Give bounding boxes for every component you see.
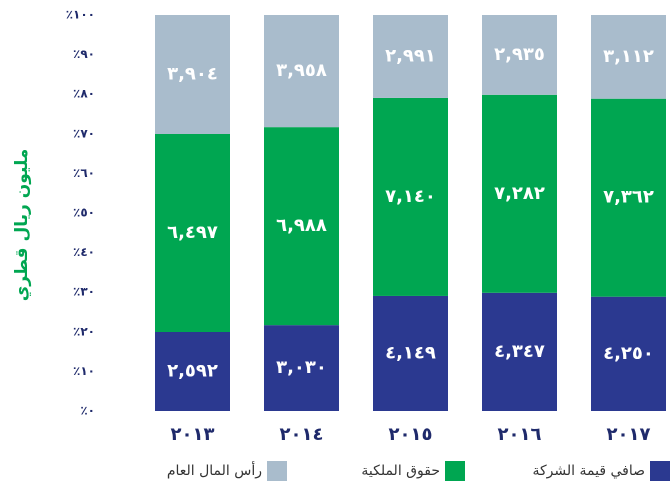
y-tick-label: ٪٠: [80, 404, 95, 418]
data-label: ٦,٩٨٨: [276, 215, 327, 236]
y-tick-label: ٪٥٠: [73, 206, 95, 220]
bar-segment: [155, 133, 230, 333]
x-tick-label: ٢٠١٧: [607, 424, 651, 445]
legend-swatch: [650, 461, 670, 481]
y-tick-label: ٪٦٠: [73, 166, 95, 180]
y-tick-label: ٪١٠٠: [66, 8, 95, 22]
data-label: ٢,٥٩٢: [167, 361, 218, 382]
data-label: ٣,٩٥٨: [276, 60, 327, 81]
data-label: ٣,٩٠٤: [167, 63, 218, 84]
bar-segment: [373, 295, 448, 411]
data-label: ٢,٩٩١: [385, 45, 436, 66]
data-label: ٤,٣٤٧: [494, 341, 545, 362]
y-tick-label: ٪٨٠: [73, 87, 95, 101]
data-label: ٤,٢٥٠: [603, 343, 654, 364]
data-label: ٣,٠٣٠: [276, 357, 327, 378]
x-tick-label: ٢٠١٤: [280, 424, 324, 445]
bar-segment: [482, 94, 557, 293]
x-tick-label: ٢٠١٦: [498, 424, 542, 445]
bar-segment: [373, 97, 448, 296]
bar-segment: [591, 15, 666, 99]
data-label: ٤,١٤٩: [385, 342, 436, 363]
y-tick-label: ٪٧٠: [73, 126, 95, 140]
data-label: ٦,٤٩٧: [167, 222, 218, 243]
bar-segment: [155, 332, 230, 411]
legend-label: رأس المال العام: [167, 461, 262, 479]
bar-segment: [482, 292, 557, 411]
y-axis-label: مليون ريال قطري: [12, 149, 32, 302]
y-tick-label: ٪٢٠: [73, 324, 95, 338]
bar-segment: [155, 15, 230, 134]
bar-segment: [591, 98, 666, 297]
data-label: ٧,١٤٠: [385, 186, 436, 207]
y-tick-label: ٪٤٠: [73, 245, 95, 259]
bar-segment: [591, 296, 666, 411]
bar-segment: [264, 325, 339, 411]
data-label: ٣,١١٢: [603, 46, 654, 67]
data-label: ٧,٣٦٢: [603, 187, 654, 208]
y-tick-label: ٪٩٠: [73, 47, 95, 61]
x-tick-label: ٢٠١٥: [389, 424, 433, 445]
bar-segment: [264, 15, 339, 128]
bar-segment: [373, 15, 448, 98]
legend-swatch: [267, 461, 287, 481]
data-label: ٢,٩٣٥: [494, 44, 545, 65]
y-tick-label: ٪٣٠: [73, 285, 95, 299]
bar-segment: [264, 127, 339, 326]
legend-swatch: [445, 461, 465, 481]
y-tick-label: ٪١٠: [73, 364, 95, 378]
legend-label: صافي قيمة الشركة: [533, 463, 645, 479]
legend-label: حقوق الملكية: [361, 463, 440, 479]
bar-segment: [482, 15, 557, 95]
data-label: ٧,٢٨٢: [494, 183, 545, 204]
x-tick-label: ٢٠١٣: [171, 424, 215, 445]
